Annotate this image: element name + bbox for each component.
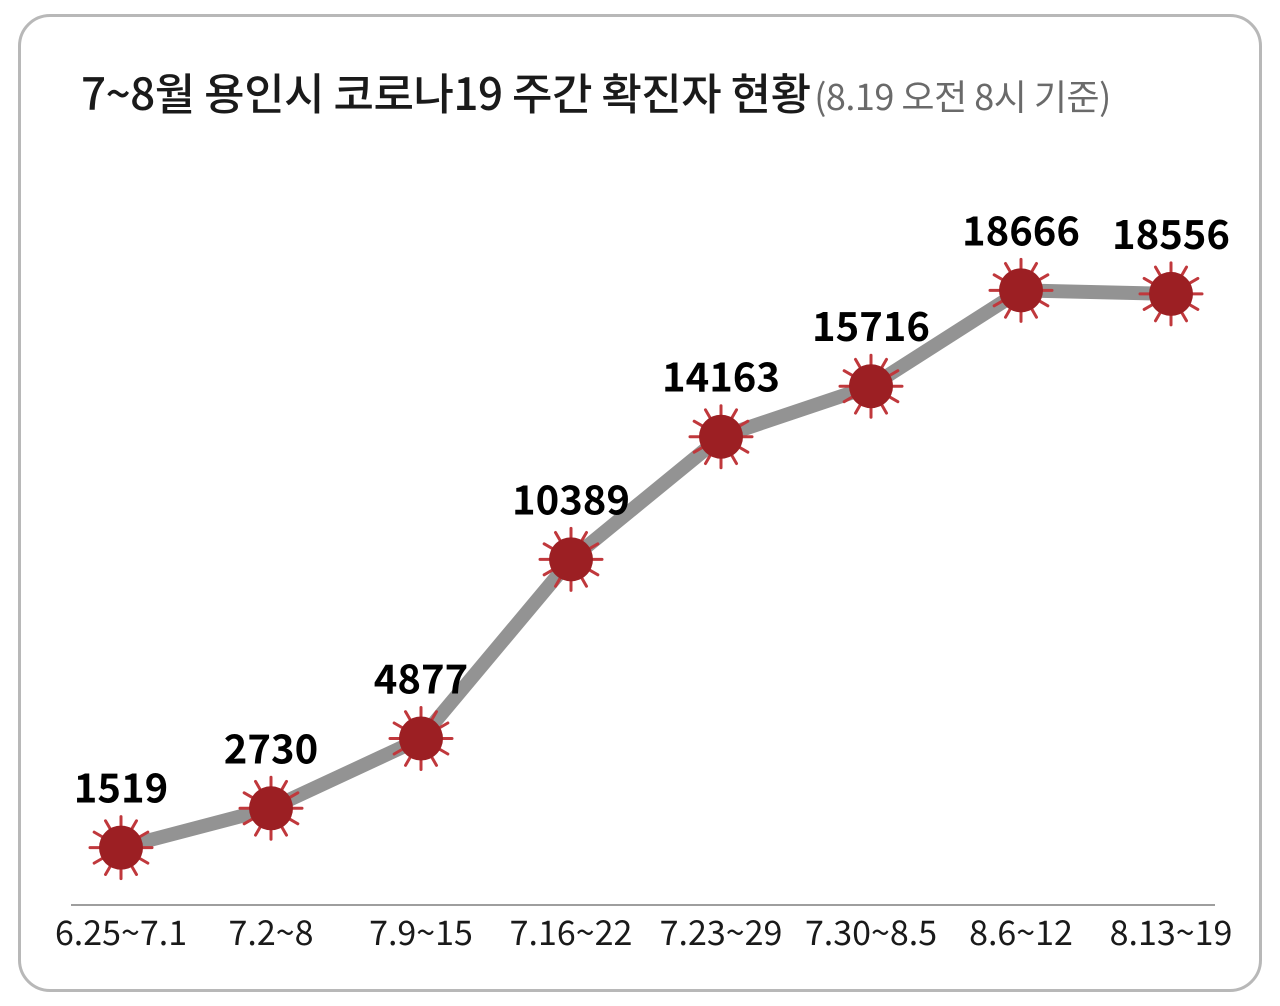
data-label: 4877	[374, 647, 468, 705]
title-main: 7~8월 용인시 코로나19 주간 확진자 현황	[81, 59, 811, 123]
x-axis-label: 7.2~8	[229, 906, 314, 955]
virus-marker-icon	[699, 415, 743, 459]
x-axis-label: 8.13~19	[1110, 906, 1233, 955]
data-label: 18556	[1112, 203, 1230, 261]
data-label: 2730	[224, 717, 318, 775]
data-point	[1140, 263, 1202, 325]
x-axis-label: 7.23~29	[660, 906, 783, 955]
data-label: 15716	[812, 295, 930, 353]
virus-marker-icon	[399, 716, 443, 760]
data-label: 10389	[512, 468, 630, 526]
data-label: 1519	[74, 757, 168, 815]
virus-marker-icon	[1149, 272, 1193, 316]
x-axis-label: 7.9~15	[369, 906, 473, 955]
data-point	[90, 817, 152, 879]
x-axis-label: 8.6~12	[969, 906, 1073, 955]
chart-frame: 7~8월 용인시 코로나19 주간 확진자 현황 (8.19 오전 8시 기준)…	[18, 14, 1262, 992]
line-chart: 1519 6.25~7.1 2730 7.2~8 4877 7.9~15 10389 7.16…	[51, 137, 1235, 967]
x-axis-label: 6.25~7.1	[55, 906, 187, 955]
data-label: 14163	[662, 346, 780, 404]
x-axis-label: 7.30~8.5	[805, 906, 937, 955]
data-label: 18666	[962, 199, 1080, 257]
chart-svg: 1519 6.25~7.1 2730 7.2~8 4877 7.9~15 10389 7.16…	[51, 137, 1235, 967]
virus-marker-icon	[549, 537, 593, 581]
data-point	[240, 777, 302, 839]
chart-title: 7~8월 용인시 코로나19 주간 확진자 현황 (8.19 오전 8시 기준)	[81, 59, 1241, 123]
title-sub: (8.19 오전 8시 기준)	[814, 69, 1111, 121]
virus-marker-icon	[249, 786, 293, 830]
virus-marker-icon	[849, 364, 893, 408]
virus-marker-icon	[99, 826, 143, 870]
virus-marker-icon	[999, 268, 1043, 312]
x-axis-label: 7.16~22	[510, 906, 633, 955]
